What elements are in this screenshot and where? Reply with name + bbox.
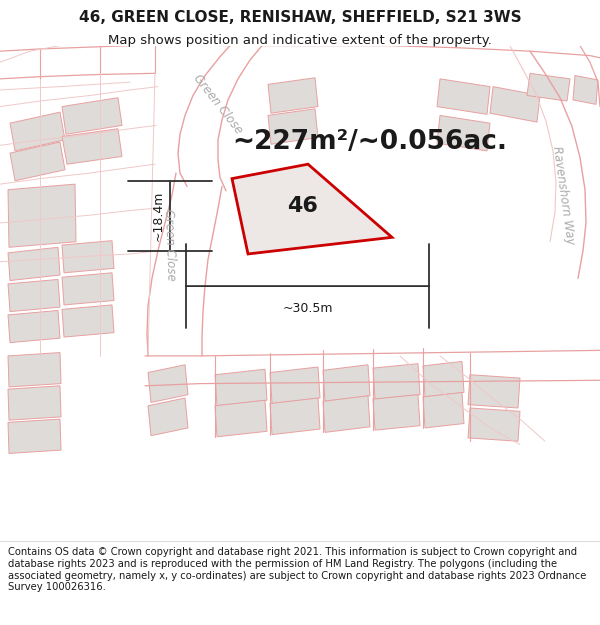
Polygon shape	[8, 184, 76, 248]
Polygon shape	[148, 365, 188, 403]
Text: Ravenshorn Way: Ravenshorn Way	[550, 145, 577, 246]
Polygon shape	[373, 364, 420, 399]
Polygon shape	[573, 76, 598, 104]
Polygon shape	[527, 73, 570, 101]
Text: ~30.5m: ~30.5m	[282, 302, 333, 314]
Polygon shape	[268, 78, 318, 113]
Polygon shape	[62, 241, 114, 272]
Polygon shape	[437, 116, 490, 151]
Polygon shape	[270, 367, 320, 404]
Polygon shape	[215, 400, 267, 437]
Polygon shape	[10, 112, 65, 151]
Polygon shape	[270, 398, 320, 434]
Text: Green Close: Green Close	[191, 72, 245, 137]
Text: Map shows position and indicative extent of the property.: Map shows position and indicative extent…	[108, 34, 492, 48]
Polygon shape	[62, 129, 122, 164]
Text: 46, GREEN CLOSE, RENISHAW, SHEFFIELD, S21 3WS: 46, GREEN CLOSE, RENISHAW, SHEFFIELD, S2…	[79, 10, 521, 25]
Polygon shape	[490, 87, 540, 122]
Polygon shape	[373, 395, 420, 430]
Polygon shape	[323, 365, 370, 401]
Polygon shape	[62, 98, 122, 134]
Polygon shape	[8, 386, 61, 420]
Polygon shape	[468, 408, 520, 441]
Polygon shape	[468, 375, 520, 408]
Text: Contains OS data © Crown copyright and database right 2021. This information is : Contains OS data © Crown copyright and d…	[8, 548, 586, 592]
Polygon shape	[8, 311, 60, 342]
Polygon shape	[323, 396, 370, 432]
Text: Green Close: Green Close	[162, 209, 178, 281]
Polygon shape	[423, 361, 464, 397]
Polygon shape	[232, 164, 392, 254]
Polygon shape	[437, 79, 490, 114]
Polygon shape	[8, 279, 60, 312]
Text: ~18.4m: ~18.4m	[152, 191, 165, 241]
Polygon shape	[8, 352, 61, 387]
Text: ~227m²/~0.056ac.: ~227m²/~0.056ac.	[233, 129, 508, 155]
Polygon shape	[215, 369, 267, 406]
Polygon shape	[423, 392, 464, 428]
Polygon shape	[268, 109, 318, 144]
Polygon shape	[148, 398, 188, 436]
Polygon shape	[8, 419, 61, 453]
Text: 46: 46	[287, 196, 319, 216]
Polygon shape	[62, 305, 114, 337]
Polygon shape	[8, 248, 60, 281]
Polygon shape	[10, 142, 65, 181]
Polygon shape	[62, 272, 114, 305]
